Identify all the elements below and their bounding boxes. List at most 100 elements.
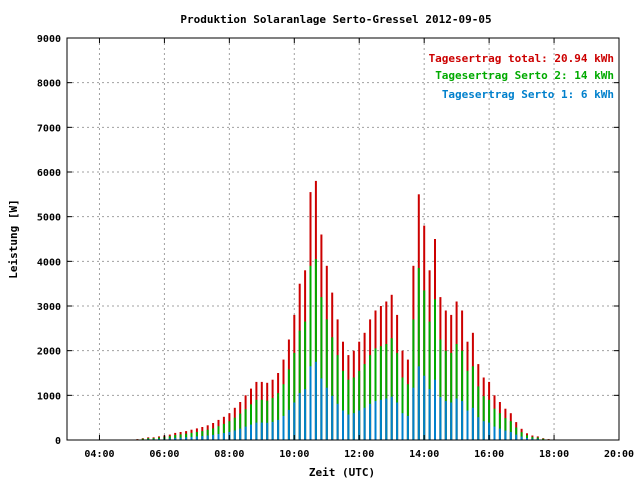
axis-ticks xyxy=(67,37,620,441)
bar-serto-2 xyxy=(266,400,269,440)
bar-serto-1 xyxy=(406,415,409,440)
bar-serto-1 xyxy=(190,436,193,440)
bar-serto-2 xyxy=(542,438,545,440)
bar-serto-1 xyxy=(331,395,334,440)
bar-serto-2 xyxy=(477,386,480,440)
bar-serto-2 xyxy=(250,404,252,440)
bar-serto-2 xyxy=(255,399,258,440)
bar-serto-2 xyxy=(152,438,155,440)
legend-entry-serto-1: Tagesertrag Serto 1: 6 kWh xyxy=(442,88,614,101)
bar-serto-1 xyxy=(222,433,225,440)
bar-serto-1 xyxy=(515,434,518,440)
y-tick-label: 4000 xyxy=(37,257,61,268)
y-tick-label: 0 xyxy=(55,436,61,447)
bar-serto-2 xyxy=(358,370,361,440)
bar-serto-1 xyxy=(379,399,382,440)
bar-serto-2 xyxy=(455,344,458,440)
bar-serto-1 xyxy=(336,403,339,440)
bar-serto-1 xyxy=(287,409,290,440)
bar-serto-2 xyxy=(498,413,501,440)
bar-serto-2 xyxy=(352,377,355,440)
bar-serto-1 xyxy=(206,435,209,440)
bar-serto-1 xyxy=(488,422,491,440)
bar-serto-1 xyxy=(358,410,361,440)
bar-serto-2 xyxy=(228,421,231,440)
bar-serto-2 xyxy=(342,370,344,440)
bar-serto-2 xyxy=(515,427,518,440)
bar-serto-2 xyxy=(222,423,225,440)
bar-serto-2 xyxy=(401,377,404,440)
bar-serto-1 xyxy=(531,438,534,440)
bar-serto-2 xyxy=(509,421,512,440)
bar-serto-2 xyxy=(428,321,431,440)
bar-serto-1 xyxy=(250,424,252,440)
bar-serto-2 xyxy=(158,437,160,440)
bar-serto-2 xyxy=(390,338,393,440)
bar-serto-2 xyxy=(520,432,523,440)
bar-serto-1 xyxy=(520,436,523,440)
bar-serto-2 xyxy=(536,437,539,440)
bar-serto-2 xyxy=(325,319,328,440)
bar-serto-1 xyxy=(239,428,242,440)
bar-serto-2 xyxy=(412,319,415,440)
bar-serto-1 xyxy=(233,430,236,440)
bar-serto-2 xyxy=(233,417,236,440)
x-tick-label: 20:00 xyxy=(604,449,634,460)
bar-serto-1 xyxy=(185,437,188,440)
bar-serto-2 xyxy=(493,408,496,440)
bar-serto-1 xyxy=(466,410,469,440)
bar-serto-2 xyxy=(444,350,447,440)
bar-serto-2 xyxy=(320,297,323,440)
bar-serto-1 xyxy=(412,387,415,440)
bar-serto-2 xyxy=(212,428,215,440)
x-tick-label: 10:00 xyxy=(279,449,309,460)
bar-serto-2 xyxy=(147,438,150,440)
y-tick-label: 7000 xyxy=(37,123,61,134)
legend-entry-total: Tagesertrag total: 20.94 kWh xyxy=(429,52,614,65)
bar-serto-1 xyxy=(277,419,280,440)
bar-serto-1 xyxy=(195,436,198,440)
bar-serto-2 xyxy=(379,346,382,440)
bar-serto-2 xyxy=(174,435,177,440)
bar-serto-1 xyxy=(168,438,171,440)
bar-serto-2 xyxy=(271,398,274,440)
bar-serto-2 xyxy=(201,431,204,440)
bar-serto-2 xyxy=(141,438,144,440)
bar-serto-1 xyxy=(217,434,220,440)
bar-serto-1 xyxy=(536,438,539,440)
bar-serto-2 xyxy=(434,299,436,440)
bar-serto-1 xyxy=(342,410,344,440)
bar-serto-2 xyxy=(363,364,366,440)
bar-serto-1 xyxy=(461,401,464,440)
bar-serto-2 xyxy=(239,413,242,440)
x-tick-label: 16:00 xyxy=(474,449,504,460)
bar-serto-2 xyxy=(369,355,372,440)
bar-serto-1 xyxy=(450,402,453,440)
bar-serto-2 xyxy=(531,436,534,440)
bar-serto-1 xyxy=(434,379,436,440)
bar-serto-1 xyxy=(482,421,485,440)
bar-serto-1 xyxy=(401,413,404,440)
bar-serto-1 xyxy=(396,402,399,440)
bar-serto-1 xyxy=(423,375,426,440)
bar-serto-1 xyxy=(417,366,420,440)
bars-layer xyxy=(136,180,550,441)
bar-serto-1 xyxy=(428,389,431,440)
bar-serto-1 xyxy=(271,421,274,440)
bar-serto-1 xyxy=(325,387,328,440)
bar-serto-1 xyxy=(304,389,307,440)
bar-serto-1 xyxy=(477,417,480,440)
bar-serto-1 xyxy=(390,396,393,440)
y-tick-label: 9000 xyxy=(37,34,61,45)
y-tick-label: 8000 xyxy=(37,79,61,90)
plot-frame xyxy=(66,37,620,441)
bar-serto-2 xyxy=(287,369,290,440)
bar-serto-1 xyxy=(493,426,496,440)
bar-serto-1 xyxy=(179,437,182,440)
bar-serto-2 xyxy=(488,399,491,440)
y-tick-label: 3000 xyxy=(37,302,61,313)
bar-serto-2 xyxy=(298,330,301,440)
y-axis-label: Leistung [W] xyxy=(7,199,20,278)
